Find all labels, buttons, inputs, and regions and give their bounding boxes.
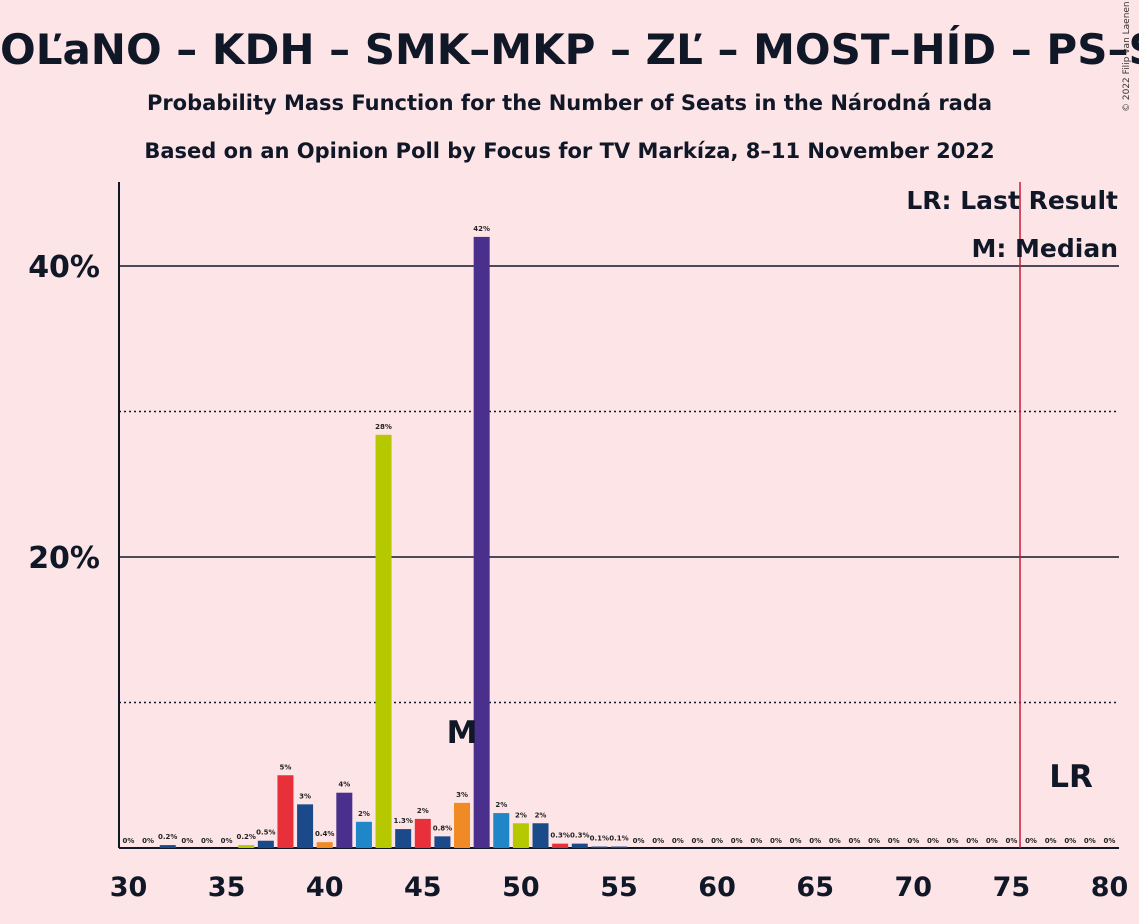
bar-label-36: 0.2% — [237, 833, 256, 841]
bar-label-75: 0% — [1005, 837, 1017, 845]
bar-label-33: 0% — [181, 837, 193, 845]
x-tick-label-80: 80 — [1091, 872, 1129, 903]
x-tick-label-45: 45 — [404, 872, 442, 903]
bar-label-47: 3% — [456, 791, 468, 799]
bar-label-54: 0.1% — [590, 835, 609, 843]
bar-label-58: 0% — [672, 837, 684, 845]
bar-47 — [454, 802, 471, 848]
bar-label-38: 5% — [280, 763, 292, 771]
bar-label-44: 1.3% — [393, 817, 412, 825]
x-tick-label-55: 55 — [600, 872, 638, 903]
bar-45 — [414, 818, 431, 848]
bar-label-67: 0% — [848, 837, 860, 845]
last-result-marker: LR — [1049, 759, 1093, 795]
bar-53 — [571, 843, 588, 848]
x-tick-label-60: 60 — [698, 872, 736, 903]
bar-label-63: 0% — [770, 837, 782, 845]
median-marker: M — [447, 715, 478, 751]
x-tick-label-40: 40 — [306, 872, 344, 903]
x-tick-label-65: 65 — [796, 872, 834, 903]
bar-label-43: 28% — [375, 423, 392, 431]
legend-last-result: LR: Last Result — [906, 186, 1118, 215]
bar-label-68: 0% — [868, 837, 880, 845]
bar-label-49: 2% — [495, 801, 507, 809]
bar-32 — [159, 845, 176, 848]
bar-label-72: 0% — [947, 837, 959, 845]
y-tick-label-20: 20% — [28, 541, 100, 576]
chart-title: OĽaNO – KDH – SMK–MKP – ZĽ – MOST–HÍD – … — [0, 25, 1139, 74]
bar-40 — [316, 842, 333, 848]
bar-label-32: 0.2% — [158, 833, 177, 841]
bar-label-71: 0% — [927, 837, 939, 845]
bar-46 — [434, 836, 451, 848]
x-tick-label-30: 30 — [110, 872, 148, 903]
bar-label-55: 0.1% — [609, 835, 628, 843]
bar-37 — [257, 840, 274, 848]
bar-label-50: 2% — [515, 811, 527, 819]
x-tick-label-50: 50 — [502, 872, 540, 903]
bar-label-64: 0% — [790, 837, 802, 845]
bar-label-39: 3% — [299, 792, 311, 800]
bar-label-61: 0% — [731, 837, 743, 845]
bar-label-56: 0% — [633, 837, 645, 845]
bar-label-46: 0.8% — [433, 824, 452, 832]
bar-label-62: 0% — [750, 837, 762, 845]
bar-label-41: 4% — [338, 781, 350, 789]
bar-label-51: 2% — [535, 811, 547, 819]
bar-label-74: 0% — [986, 837, 998, 845]
bar-36 — [238, 845, 255, 848]
bar-label-69: 0% — [888, 837, 900, 845]
bar-label-70: 0% — [907, 837, 919, 845]
bar-label-78: 0% — [1064, 837, 1076, 845]
chart-subtitle: Probability Mass Function for the Number… — [146, 91, 993, 115]
bar-label-77: 0% — [1045, 837, 1057, 845]
bar-label-45: 2% — [417, 807, 429, 815]
bar-label-66: 0% — [829, 837, 841, 845]
bar-label-40: 0.4% — [315, 830, 334, 838]
bar-label-59: 0% — [692, 837, 704, 845]
chart-source-subtitle: Based on an Opinion Poll by Focus for TV… — [144, 139, 995, 163]
bar-label-65: 0% — [809, 837, 821, 845]
bar-52 — [552, 843, 569, 848]
bar-label-80: 0% — [1104, 837, 1116, 845]
x-tick-label-75: 75 — [993, 872, 1031, 903]
bar-41 — [336, 792, 353, 848]
bar-label-37: 0.5% — [256, 829, 275, 837]
bar-42 — [355, 821, 372, 848]
bar-48 — [473, 236, 490, 848]
bar-43 — [375, 434, 392, 848]
x-tick-label-35: 35 — [208, 872, 246, 903]
bar-label-57: 0% — [652, 837, 664, 845]
bar-51 — [532, 823, 549, 848]
bar-55 — [611, 846, 627, 848]
bar-label-79: 0% — [1084, 837, 1096, 845]
bar-39 — [297, 804, 314, 848]
bar-label-60: 0% — [711, 837, 723, 845]
legend-median: M: Median — [971, 234, 1118, 263]
bar-label-34: 0% — [201, 837, 213, 845]
bar-label-30: 0% — [123, 837, 135, 845]
bar-label-35: 0% — [221, 837, 233, 845]
bar-44 — [395, 829, 412, 848]
bar-50 — [512, 823, 529, 848]
bar-label-73: 0% — [966, 837, 978, 845]
bar-label-76: 0% — [1025, 837, 1037, 845]
bar-label-42: 2% — [358, 810, 370, 818]
bar-label-48: 42% — [473, 225, 490, 233]
bar-49 — [493, 813, 510, 848]
bar-38 — [277, 775, 294, 848]
x-tick-label-70: 70 — [895, 872, 933, 903]
y-tick-label-40: 40% — [28, 250, 100, 285]
bar-54 — [591, 846, 608, 848]
bar-label-31: 0% — [142, 837, 154, 845]
bar-label-52: 0.3% — [550, 832, 569, 840]
bar-label-53: 0.3% — [570, 832, 589, 840]
